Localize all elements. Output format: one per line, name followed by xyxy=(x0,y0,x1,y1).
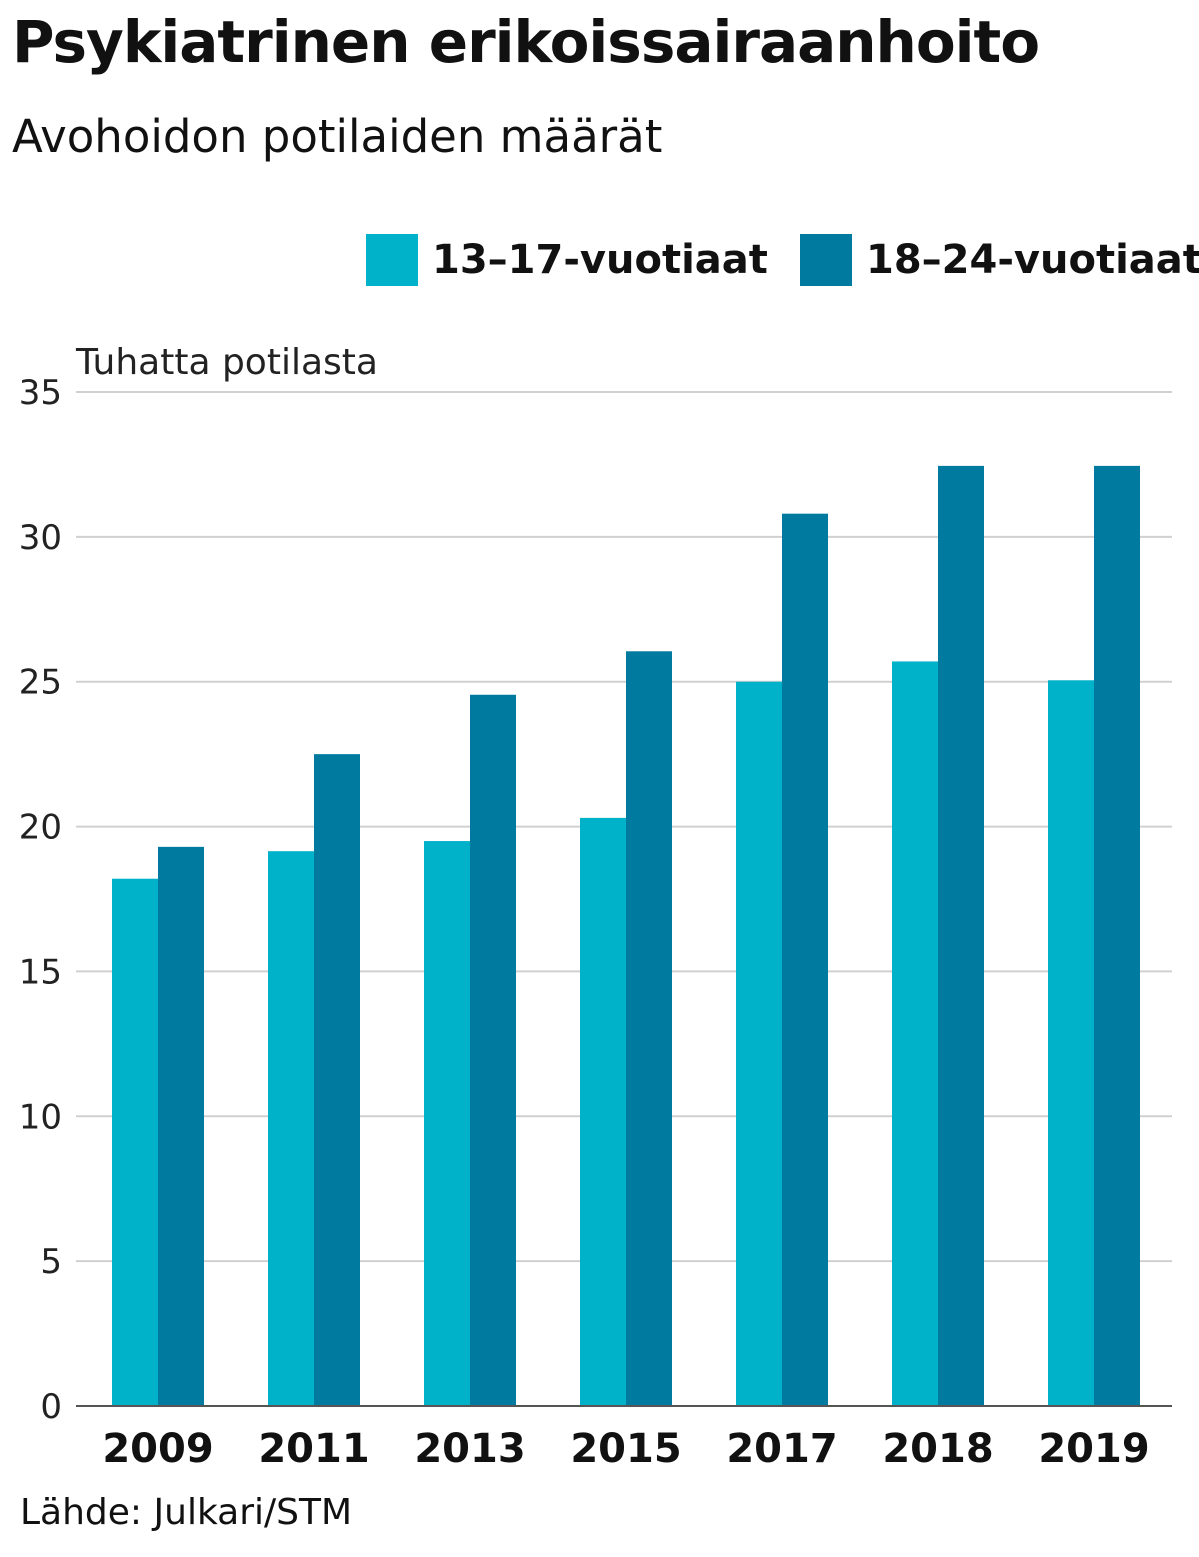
bar-2013-series-2 xyxy=(470,694,516,1406)
bar-2009-series-2 xyxy=(158,846,204,1406)
bar-2015-series-1 xyxy=(580,817,626,1406)
y-axis-ticks: 0 5 10 15 20 25 30 35 xyxy=(19,373,62,1427)
legend-swatch-series-1 xyxy=(366,234,418,286)
y-tick-label: 35 xyxy=(19,373,62,413)
bar-2018-series-1 xyxy=(892,661,938,1406)
chart-title: Psykiatrinen erikoissairaanhoito xyxy=(12,8,1040,76)
x-category-label: 2015 xyxy=(570,1426,681,1472)
source-note: Lähde: Julkari/STM xyxy=(20,1492,353,1533)
chart-subtitle: Avohoidon potilaiden määrät xyxy=(12,110,663,163)
bar-2017-series-2 xyxy=(782,513,828,1406)
y-axis-unit-label: Tuhatta potilasta xyxy=(75,342,378,383)
y-tick-label: 5 xyxy=(40,1242,62,1282)
bar-2011-series-1 xyxy=(268,851,314,1406)
legend-label-series-1: 13–17-vuotiaat xyxy=(432,237,768,283)
bar-2009-series-1 xyxy=(112,878,158,1406)
bar-2019-series-1 xyxy=(1048,680,1094,1406)
x-category-label: 2018 xyxy=(882,1426,993,1472)
legend-item-series-1: 13–17-vuotiaat xyxy=(366,232,768,288)
x-category-label: 2017 xyxy=(726,1426,837,1472)
bar-2019-series-2 xyxy=(1094,465,1140,1406)
legend-item-series-2: 18–24-vuotiaat xyxy=(800,232,1199,288)
x-category-label: 2009 xyxy=(102,1426,213,1472)
y-tick-label: 10 xyxy=(19,1097,62,1137)
x-category-label: 2019 xyxy=(1038,1426,1149,1472)
y-tick-label: 20 xyxy=(19,808,62,848)
bar-2018-series-2 xyxy=(938,465,984,1406)
bar-2013-series-1 xyxy=(424,841,470,1406)
y-tick-label: 0 xyxy=(40,1387,62,1427)
y-tick-label: 25 xyxy=(19,663,62,703)
x-axis-categories: 2009 2011 2013 2015 2017 2018 2019 xyxy=(102,1426,1149,1472)
legend-label-series-2: 18–24-vuotiaat xyxy=(866,237,1199,283)
bars xyxy=(112,465,1140,1406)
y-tick-label: 30 xyxy=(19,518,62,558)
bar-2017-series-1 xyxy=(736,681,782,1406)
x-category-label: 2013 xyxy=(414,1426,525,1472)
bar-2011-series-2 xyxy=(314,754,360,1406)
x-category-label: 2011 xyxy=(258,1426,369,1472)
legend-swatch-series-2 xyxy=(800,234,852,286)
bar-2015-series-2 xyxy=(626,651,672,1406)
y-tick-label: 15 xyxy=(19,952,62,992)
